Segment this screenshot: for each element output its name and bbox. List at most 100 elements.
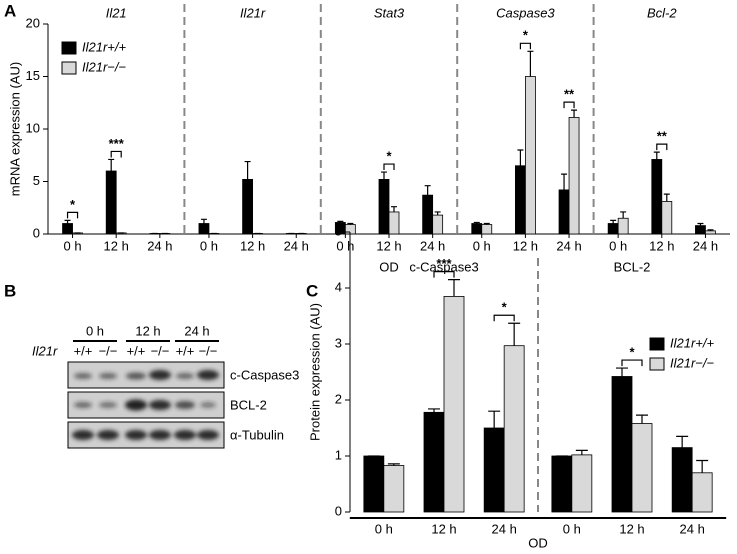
significance-bracket	[656, 143, 668, 151]
blot-time-label: 24 h	[184, 323, 209, 338]
significance-label: *	[70, 197, 76, 212]
group-title: c-Caspase3	[409, 259, 478, 274]
error-bar	[200, 218, 207, 224]
significance-bracket	[110, 150, 122, 158]
bar	[383, 465, 405, 513]
panel-label: A	[4, 1, 16, 20]
significance-label: *	[629, 345, 635, 360]
error-bar	[448, 279, 460, 297]
error-bar	[347, 222, 354, 225]
blot-time-label: 12 h	[135, 323, 160, 338]
x-tick-label: 24 h	[693, 238, 718, 253]
error-bar	[527, 50, 534, 77]
significance-bracket	[66, 211, 79, 219]
x-tick-label: 12 h	[240, 238, 265, 253]
error-bar	[653, 151, 660, 160]
y-tick-label: 15	[26, 68, 40, 83]
panel-label: B	[4, 281, 16, 300]
error-bar	[508, 322, 521, 346]
x-tick-label: 0 h	[200, 238, 218, 253]
legend-swatch	[61, 41, 77, 55]
error-bar	[428, 408, 440, 413]
error-bar	[488, 410, 501, 428]
x-tick-label: 0 h	[336, 238, 354, 253]
y-tick-label: 20	[26, 15, 40, 30]
x-tick-label: 0 h	[375, 521, 393, 536]
error-bar	[620, 211, 627, 219]
y-tick-label: 5	[335, 223, 342, 238]
panel-label: C	[306, 281, 318, 300]
error-bar	[391, 206, 397, 212]
blot-lane-label: +/+	[176, 343, 195, 358]
bar	[432, 214, 444, 235]
y-tick-label: 10	[26, 120, 40, 135]
x-tick-label: 12 h	[649, 238, 674, 253]
bar	[631, 423, 653, 513]
significance-label: *	[386, 148, 392, 163]
error-bar	[636, 414, 648, 424]
bar	[671, 447, 693, 513]
significance-bracket	[433, 271, 455, 278]
group-title: Caspase3	[496, 5, 555, 20]
blot-time-label: 0 h	[86, 323, 104, 338]
legend-swatch	[649, 337, 665, 351]
significance-bracket	[563, 101, 575, 109]
blot-protein-label: BCL-2	[230, 397, 267, 412]
error-bar	[483, 222, 490, 225]
x-tick-label: 24 h	[420, 238, 445, 253]
bar	[242, 178, 254, 235]
y-tick-label: 0	[33, 225, 40, 240]
x-tick-label: 24 h	[492, 521, 517, 536]
group-title: Bcl-2	[647, 5, 677, 20]
group-title: Stat3	[374, 5, 405, 20]
error-bar	[64, 219, 71, 224]
bar	[558, 189, 570, 235]
group-title: BCL-2	[614, 259, 651, 274]
error-bar	[244, 160, 251, 180]
significance-bracket	[621, 359, 643, 367]
significance-bracket	[519, 42, 531, 50]
x-tick-label: 24 h	[284, 238, 309, 253]
bar	[443, 295, 465, 513]
y-tick-label: 3	[335, 335, 342, 350]
error-bar	[571, 109, 578, 118]
bar	[691, 472, 713, 513]
error-bar	[697, 222, 704, 226]
blot-lane-label: −/−	[199, 343, 218, 358]
x-tick-label: 24 h	[680, 521, 705, 536]
legend-label: Il21r−/−	[670, 355, 714, 370]
bar	[617, 217, 629, 235]
error-bar	[337, 220, 344, 223]
bar	[198, 223, 210, 235]
y-tick-label: 4	[335, 279, 342, 294]
bar	[705, 230, 716, 235]
bar	[422, 194, 434, 235]
bar	[423, 411, 445, 513]
western-blot	[67, 361, 225, 449]
bar	[481, 224, 493, 235]
error-bar	[387, 463, 400, 466]
significance-label: *	[523, 28, 529, 43]
legend-label: Il21r+/+	[670, 335, 714, 350]
bar	[695, 225, 706, 235]
blot-lane-label: −/−	[151, 343, 170, 358]
y-tick-label: 2	[335, 391, 342, 406]
error-bar	[616, 367, 628, 377]
error-bar	[610, 219, 617, 224]
x-tick-label: 12 h	[431, 521, 456, 536]
bar	[551, 455, 573, 513]
bar	[483, 427, 505, 513]
bar	[503, 345, 525, 513]
x-tick-label: 12 h	[619, 521, 644, 536]
significance-label: **	[657, 129, 668, 144]
x-tick-label: 0 h	[64, 238, 82, 253]
legend-label: Il21r+/+	[82, 39, 126, 54]
bar	[105, 170, 117, 235]
bar	[651, 159, 663, 235]
blot-protein-label: c-Caspase3	[230, 367, 299, 382]
significance-label: **	[564, 87, 575, 102]
error-bar	[517, 149, 524, 166]
x-tick-label: 24 h	[147, 238, 172, 253]
bar	[661, 201, 673, 235]
bar	[571, 454, 593, 513]
